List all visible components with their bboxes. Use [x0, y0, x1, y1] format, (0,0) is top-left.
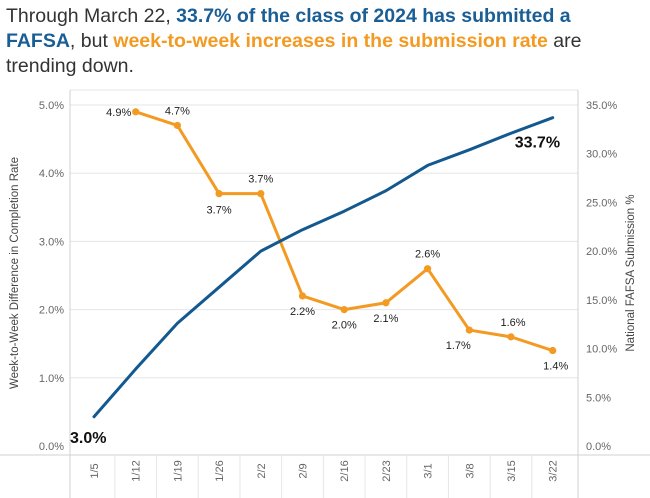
data-point: [340, 306, 348, 314]
left-tick-label: 1.0%: [39, 373, 64, 385]
left-tick-label: 4.0%: [39, 168, 64, 180]
left-tick-label: 3.0%: [39, 236, 64, 248]
data-point: [173, 121, 181, 130]
right-tick-label: 5.0%: [586, 392, 611, 404]
data-point: [298, 292, 307, 300]
data-point: [507, 333, 515, 341]
x-tick-label: 1/5: [89, 463, 101, 478]
x-tick-label: 2/9: [298, 463, 310, 478]
x-tick-label: 2/2: [256, 463, 268, 478]
data-point: [424, 265, 432, 273]
x-tick-label: 1/19: [172, 460, 184, 481]
left-tick-label: 5.0%: [39, 100, 64, 112]
x-tick-label: 1/12: [131, 460, 143, 481]
headline-highlight-blue: 33.7% of the class of 2024 has submitted…: [6, 5, 571, 52]
headline-part1: Through March 22,: [6, 5, 177, 27]
data-label: 1.7%: [446, 340, 471, 352]
x-tick-label: 3/8: [464, 463, 476, 478]
data-label-emphasis: 3.0%: [70, 430, 106, 447]
data-point: [549, 346, 557, 355]
x-tick-label: 3/15: [506, 460, 518, 481]
y-axis-right-title: National FAFSA Submission %: [625, 194, 637, 351]
data-label: 4.7%: [165, 105, 190, 117]
y-axis-left-title: Week-to-Week Difference in Completion Ra…: [9, 157, 21, 389]
right-tick-label: 15.0%: [586, 295, 617, 307]
x-tick-label: 3/22: [548, 460, 560, 481]
x-tick-label: 2/23: [381, 460, 393, 481]
series-line-right: [92, 116, 555, 419]
data-point: [382, 299, 390, 307]
right-tick-label: 25.0%: [586, 197, 617, 209]
headline-part3: are trending down.: [6, 30, 582, 77]
headline-highlight-orange: week-to-week increases in the submission…: [113, 30, 548, 52]
headline-part2: , but: [69, 30, 114, 52]
right-tick-label: 20.0%: [586, 246, 617, 258]
data-label-emphasis: 33.7%: [515, 135, 560, 152]
right-tick-label: 10.0%: [586, 344, 617, 356]
left-y-axis: 0.0% 1.0% 2.0% 3.0% 4.0% 5.0%: [39, 100, 64, 453]
data-label: 2.6%: [415, 249, 440, 261]
left-tick-label: 2.0%: [39, 305, 64, 317]
x-tick-label: 3/1: [423, 463, 435, 478]
data-label: 3.7%: [248, 174, 273, 186]
data-label: 2.2%: [290, 306, 315, 318]
data-label: 3.7%: [207, 205, 232, 217]
chart-headline: Through March 22, 33.7% of the class of …: [6, 4, 644, 79]
left-tick-label: 0.0%: [39, 441, 64, 453]
gridlines: [70, 104, 578, 379]
x-tick-label: 1/26: [214, 460, 226, 481]
series-line-left: [134, 110, 555, 353]
right-y-axis: 0.0% 5.0% 10.0% 15.0% 20.0% 25.0% 30.0% 35.0%: [586, 100, 617, 453]
data-label: 4.9%: [106, 107, 131, 119]
data-point: [465, 326, 473, 334]
right-tick-label: 35.0%: [586, 100, 617, 112]
right-tick-label: 30.0%: [586, 149, 617, 161]
data-label: 2.1%: [373, 313, 398, 325]
data-point: [132, 108, 140, 116]
series: [92, 108, 557, 419]
data-point: [215, 190, 223, 198]
data-label: 1.4%: [543, 361, 568, 373]
data-point: [257, 190, 265, 198]
plot-frame: [0, 89, 650, 498]
data-label: 1.6%: [500, 317, 525, 329]
right-tick-label: 0.0%: [586, 441, 611, 453]
data-label: 2.0%: [332, 320, 357, 332]
x-axis: 1/5 1/12 1/19 1/26 2/2 2/9 2/16 2/23 3/1 3/8 3/15 3…: [89, 455, 560, 498]
x-tick-label: 2/16: [339, 460, 351, 481]
data-labels: 4.9% 4.7% 3.7% 3.7% 2.2% 2.0% 2.1% 2.6% 1.7% 1.6%…: [70, 105, 568, 447]
